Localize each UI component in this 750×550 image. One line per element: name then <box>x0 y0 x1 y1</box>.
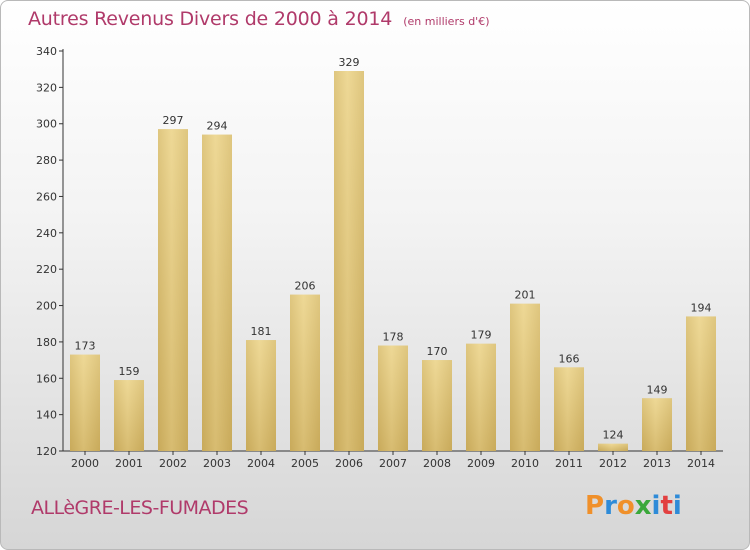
logo-letter: t <box>660 491 673 521</box>
bar-shade <box>70 354 100 451</box>
logo-letter: x <box>634 491 652 521</box>
data-label: 297 <box>163 114 184 127</box>
y-tick-label: 160 <box>36 372 57 385</box>
y-tick-label: 220 <box>36 263 57 276</box>
bar-shade <box>202 134 232 452</box>
bar-shade <box>554 367 584 451</box>
data-label: 329 <box>339 56 360 69</box>
x-tick-label: 2007 <box>379 457 407 470</box>
data-label: 181 <box>251 325 272 338</box>
y-tick-label: 340 <box>36 45 57 58</box>
chart-title: Autres Revenus Divers de 2000 à 2014 <box>28 8 393 30</box>
x-tick-label: 2001 <box>115 457 143 470</box>
data-label: 124 <box>603 429 624 442</box>
x-tick-label: 2002 <box>159 457 187 470</box>
y-tick-label: 280 <box>36 154 57 167</box>
x-tick-label: 2013 <box>643 457 671 470</box>
x-tick-label: 2004 <box>247 457 275 470</box>
data-label: 166 <box>559 352 580 365</box>
x-tick-label: 2011 <box>555 457 583 470</box>
x-tick-label: 2006 <box>335 457 363 470</box>
data-label: 178 <box>383 331 404 344</box>
data-label: 173 <box>75 340 96 353</box>
logo-letter: P <box>585 491 605 521</box>
x-tick-label: 2010 <box>511 457 539 470</box>
bar-shade <box>158 129 188 451</box>
bar-shade <box>378 345 408 451</box>
data-label: 149 <box>647 383 668 396</box>
y-tick-label: 200 <box>36 300 57 313</box>
x-tick-label: 2009 <box>467 457 495 470</box>
y-tick-label: 320 <box>36 81 57 94</box>
logo-letter: r <box>604 491 617 521</box>
data-label: 194 <box>691 301 712 314</box>
commune-name: ALLèGRE-LES-FUMADES <box>31 497 249 519</box>
data-label: 294 <box>207 120 228 133</box>
bar-shade <box>334 71 364 451</box>
y-tick-label: 180 <box>36 336 57 349</box>
x-tick-label: 2008 <box>423 457 451 470</box>
y-tick-label: 140 <box>36 409 57 422</box>
logo-letter: i <box>672 491 682 521</box>
x-tick-label: 2003 <box>203 457 231 470</box>
logo-letter: i <box>651 491 661 521</box>
x-tick-label: 2012 <box>599 457 627 470</box>
bar-shade <box>598 443 628 451</box>
y-tick-label: 120 <box>36 445 57 458</box>
bar-shade <box>510 303 540 451</box>
data-label: 179 <box>471 329 492 342</box>
data-label: 159 <box>119 365 140 378</box>
proxiti-logo: Proxiti <box>585 491 682 521</box>
bar-shade <box>642 398 672 451</box>
bar-shade <box>114 380 144 451</box>
logo-letter: o <box>616 491 635 521</box>
data-label: 170 <box>427 345 448 358</box>
chart-title-row: Autres Revenus Divers de 2000 à 2014 (en… <box>28 8 490 30</box>
y-tick-label: 300 <box>36 118 57 131</box>
chart-subtitle: (en milliers d'€) <box>403 15 490 28</box>
x-tick-label: 2000 <box>71 457 99 470</box>
bar-shade <box>686 316 716 451</box>
bar-shade <box>246 340 276 451</box>
data-label: 206 <box>295 280 316 293</box>
x-tick-label: 2014 <box>687 457 715 470</box>
x-tick-label: 2005 <box>291 457 319 470</box>
data-label: 201 <box>515 289 536 302</box>
bar-shade <box>422 360 452 451</box>
bar-shade <box>466 343 496 451</box>
y-tick-label: 260 <box>36 190 57 203</box>
y-tick-label: 240 <box>36 227 57 240</box>
bar-shade <box>290 294 320 451</box>
